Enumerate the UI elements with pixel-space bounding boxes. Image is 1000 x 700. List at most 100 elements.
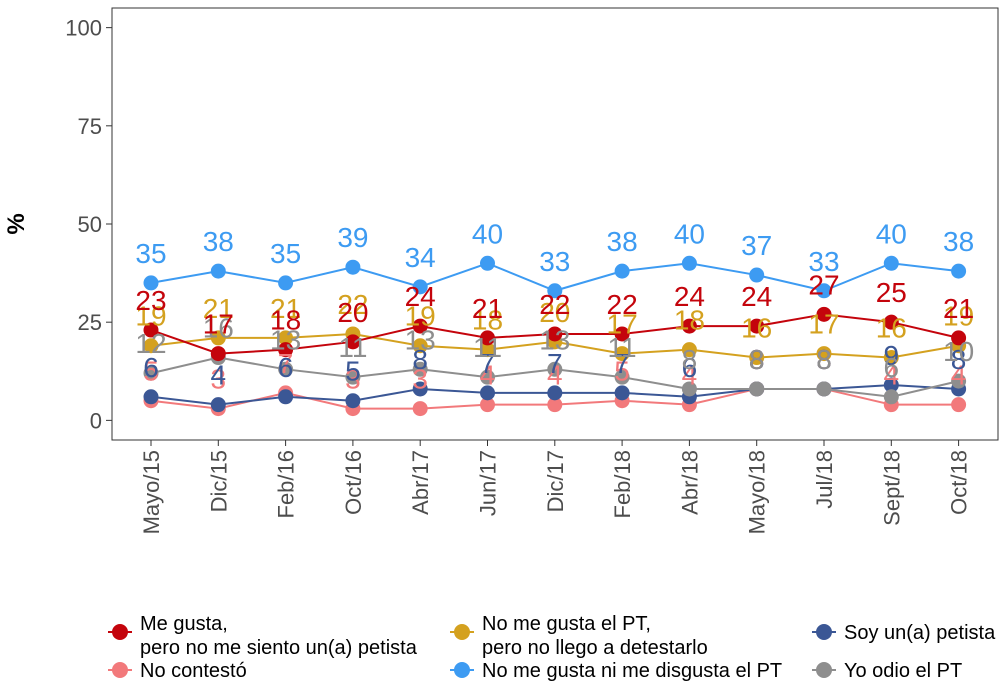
data-label: 19 <box>135 301 166 332</box>
data-label: 11 <box>473 332 502 363</box>
series-group <box>143 350 967 405</box>
data-point <box>278 361 294 377</box>
data-point <box>547 326 563 342</box>
data-point <box>278 275 294 291</box>
data-label: 7 <box>480 348 496 379</box>
data-label: 8 <box>951 344 967 375</box>
data-point <box>614 263 630 279</box>
data-label: 22 <box>607 289 638 320</box>
x-tick-label: Mayo/18 <box>745 450 770 534</box>
x-tick-label: Jun/17 <box>476 450 501 516</box>
data-label: 40 <box>876 218 907 249</box>
legend-label: Me gusta, <box>140 613 228 635</box>
data-label: 22 <box>337 289 368 320</box>
data-point <box>816 346 832 362</box>
data-point <box>412 361 428 377</box>
data-point <box>816 381 832 397</box>
data-point <box>816 306 832 322</box>
data-point <box>480 330 495 346</box>
data-label: 9 <box>884 340 900 371</box>
x-tick-label: Sept/18 <box>879 450 904 526</box>
data-point <box>480 342 495 358</box>
data-label: 25 <box>876 277 907 308</box>
data-point <box>278 330 294 346</box>
data-label: 8 <box>749 344 765 375</box>
series-layer <box>143 255 967 417</box>
data-label: 40 <box>674 218 705 249</box>
y-axis: 0 25 50 75 100 <box>65 16 112 433</box>
data-label: 8 <box>816 344 832 375</box>
y-tick-label: 100 <box>65 16 102 41</box>
data-point <box>210 397 226 413</box>
data-point <box>614 385 630 401</box>
data-point <box>345 259 361 275</box>
series-group <box>143 306 967 362</box>
data-point <box>883 389 899 405</box>
data-point <box>412 318 428 334</box>
data-point <box>749 350 765 366</box>
data-label: 17 <box>808 309 839 340</box>
legend-key-point <box>112 624 128 640</box>
data-label: 17 <box>203 309 234 340</box>
legend-label: No contestó <box>140 660 247 682</box>
data-label: 4 <box>951 360 967 391</box>
data-label: 38 <box>607 226 638 257</box>
y-axis-label: % <box>3 213 30 234</box>
legend-item: Yo odio el PT <box>812 660 962 682</box>
legend-label-line2: pero no me siento un(a) petista <box>140 637 418 659</box>
data-label: 6 <box>682 352 698 383</box>
data-point <box>883 314 899 330</box>
data-point <box>412 338 428 354</box>
data-point <box>480 397 495 413</box>
data-point <box>480 385 495 401</box>
data-label: 24 <box>674 281 705 312</box>
data-label: 13 <box>270 324 301 355</box>
data-point <box>345 334 361 350</box>
legend-label: No me gusta el PT, <box>482 613 651 635</box>
series-group <box>143 255 967 299</box>
data-point <box>143 275 159 291</box>
data-point <box>883 350 899 366</box>
data-label: 3 <box>345 364 361 395</box>
data-point <box>480 255 495 271</box>
data-point <box>210 346 226 362</box>
data-label: 12 <box>135 328 166 359</box>
legend-label: No me gusta ni me disgusta el PT <box>482 660 782 682</box>
x-tick-label: Oct/18 <box>947 450 972 515</box>
data-label: 6 <box>143 352 159 383</box>
data-label: 8 <box>749 344 765 375</box>
data-label: 21 <box>472 293 503 324</box>
x-tick-label: Jul/18 <box>812 450 837 509</box>
data-label: 4 <box>480 360 496 391</box>
data-point <box>614 369 630 385</box>
data-label: 8 <box>816 344 832 375</box>
data-label: 34 <box>405 242 436 273</box>
data-label: 35 <box>270 238 301 269</box>
legend-key-point <box>454 662 470 678</box>
data-point <box>951 330 967 346</box>
data-label: 7 <box>547 348 563 379</box>
data-label: 33 <box>539 246 570 277</box>
legend-key-point <box>454 624 470 640</box>
legend-label: Soy un(a) petista <box>844 622 996 644</box>
data-label: 21 <box>203 293 234 324</box>
data-label: 33 <box>808 246 839 277</box>
legend-item: Soy un(a) petista <box>812 622 996 644</box>
legend-key-point <box>816 624 832 640</box>
data-label: 16 <box>203 313 234 344</box>
data-point <box>614 326 630 342</box>
data-label: 13 <box>539 324 570 355</box>
data-label: 21 <box>270 293 301 324</box>
data-point <box>547 385 563 401</box>
data-label: 11 <box>338 332 367 363</box>
data-point <box>883 377 899 393</box>
data-point <box>210 263 226 279</box>
data-point <box>681 381 697 397</box>
data-label: 39 <box>337 222 368 253</box>
legend-item: No contestó <box>108 660 247 682</box>
data-label: 24 <box>405 281 436 312</box>
x-tick-label: Feb/16 <box>274 450 299 519</box>
y-tick-label: 0 <box>90 408 102 433</box>
